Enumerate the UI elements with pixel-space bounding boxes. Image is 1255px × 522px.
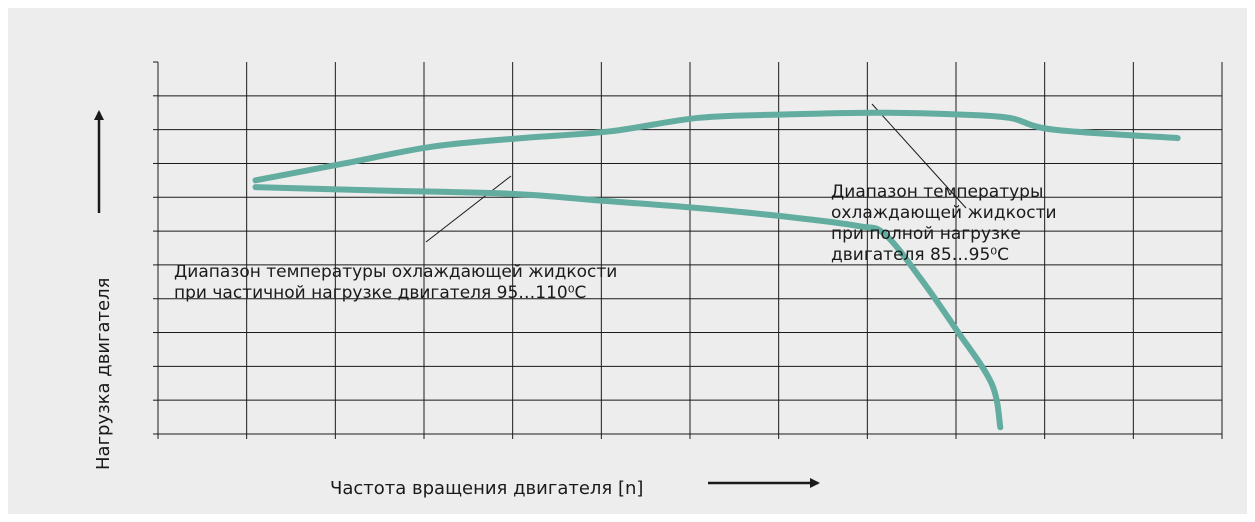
annotation-line: охлаждающей жидкости — [831, 203, 1057, 223]
annotation-full-load: Диапазон температуры охлаждающей жидкост… — [831, 182, 1057, 266]
series-line-full-load — [252, 109, 1181, 184]
x-axis-label: Частота вращения двигателя [n] — [330, 478, 644, 499]
annotation-line: Диапазон температуры — [831, 182, 1044, 202]
annotation-partial-load: Диапазон температуры охлаждающей жидкост… — [174, 262, 617, 304]
y-axis-label: Нагрузка двигателя — [93, 277, 114, 470]
chart-panel: Диапазон температуры охлаждающей жидкост… — [8, 8, 1247, 514]
series-layer — [252, 109, 1181, 431]
leader-lines — [425, 103, 967, 243]
chart-svg — [94, 61, 1223, 488]
leader-line-full-load — [871, 103, 967, 209]
annotation-line: при полной нагрузке — [831, 224, 1021, 244]
annotation-line: двигателя 85…95⁰С — [831, 245, 1009, 265]
annotation-line: Диапазон температуры охлаждающей жидкост… — [174, 262, 618, 282]
leader-line-partial-load — [425, 175, 512, 243]
series-line-partial-load — [252, 184, 1004, 431]
annotation-line: при частичной нагрузке двигателя 95…110⁰… — [174, 283, 587, 303]
